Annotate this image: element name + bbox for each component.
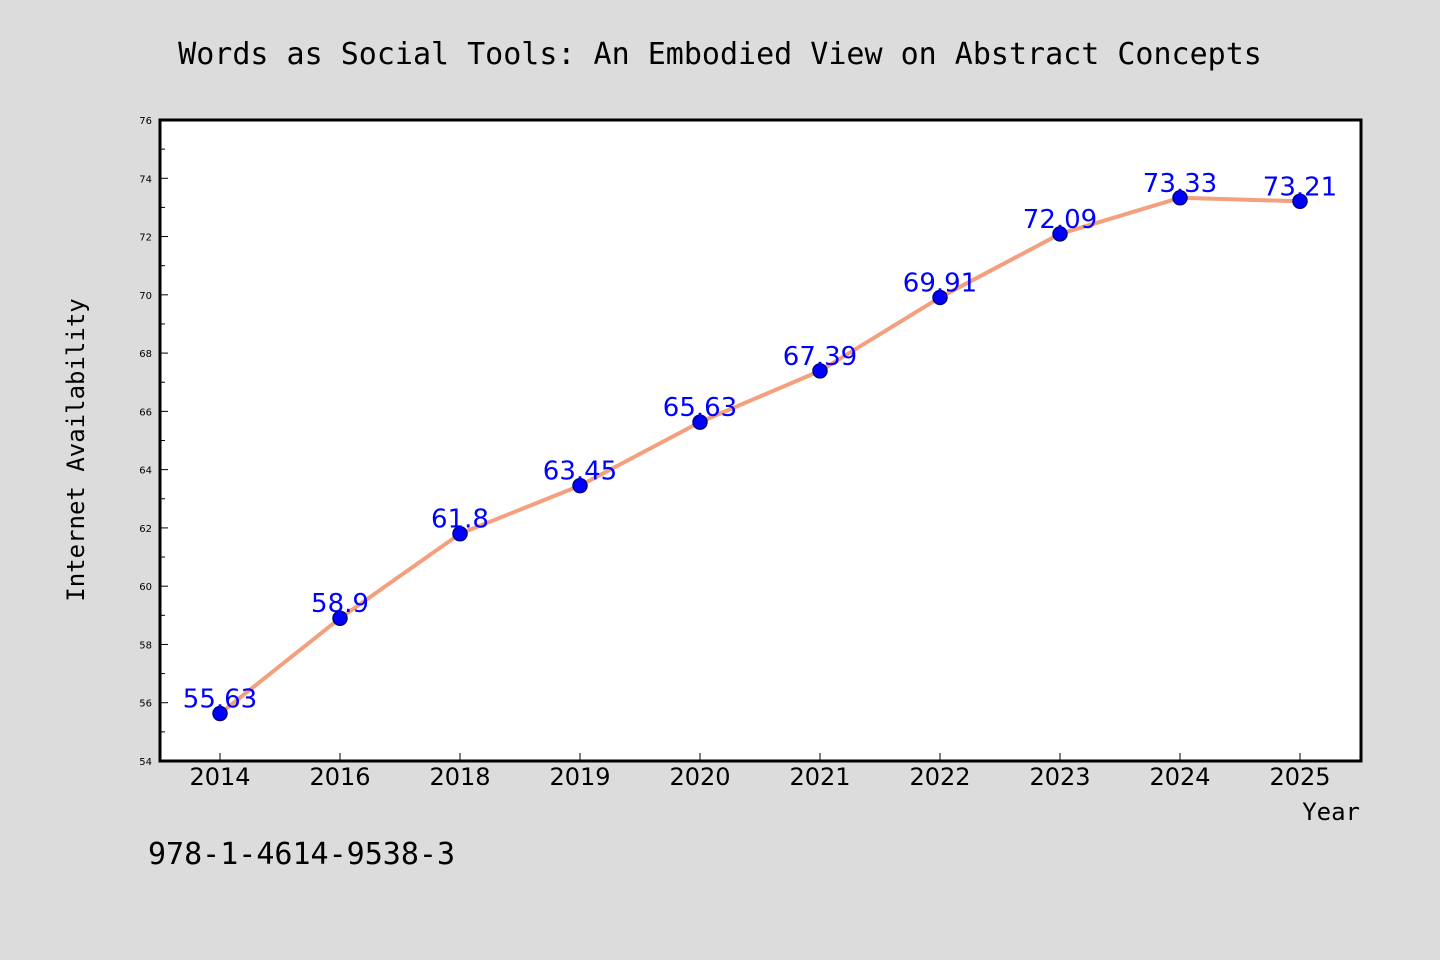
plot-area xyxy=(158,118,1363,763)
data-label: 55.63 xyxy=(183,685,257,715)
y-tick-label: 76 xyxy=(139,116,152,127)
x-tick-label: 2014 xyxy=(189,763,250,791)
y-axis: 54 56 58 60 62 64 66 68 70 72 74 76 xyxy=(139,116,168,768)
data-point xyxy=(692,414,708,430)
x-tick-label: 2018 xyxy=(429,763,490,791)
y-tick-label: 56 xyxy=(139,699,152,710)
series-group: 55.63 58.9 61.8 63.45 65.63 67.39 69.91 72.09 73… xyxy=(183,169,1337,722)
y-tick-label: 74 xyxy=(139,174,152,185)
x-tick-label: 2016 xyxy=(309,763,370,791)
data-point xyxy=(1172,190,1188,206)
data-point xyxy=(1292,193,1308,210)
x-tick-label: 2024 xyxy=(1149,763,1210,791)
x-tick-label: 2020 xyxy=(669,763,730,791)
data-label: 65.63 xyxy=(663,393,737,423)
data-point xyxy=(332,610,348,626)
y-tick-label: 60 xyxy=(139,582,152,593)
y-tick-label: 54 xyxy=(139,757,152,768)
data-point xyxy=(572,477,588,494)
y-tick-label: 72 xyxy=(139,233,152,244)
data-point xyxy=(452,525,468,542)
data-label: 69.91 xyxy=(903,268,977,298)
data-point xyxy=(212,705,228,722)
y-axis-title: Internet Availability xyxy=(62,298,90,601)
y-tick-label: 64 xyxy=(139,466,152,477)
x-tick-label: 2021 xyxy=(789,763,850,791)
isbn-text: 978-1-4614-9538-3 xyxy=(148,837,455,872)
y-tick-label: 70 xyxy=(139,291,152,302)
y-tick-label: 66 xyxy=(139,407,152,418)
x-tick-label: 2023 xyxy=(1029,763,1090,791)
data-label: 63.45 xyxy=(543,457,617,487)
y-tick-label: 62 xyxy=(139,524,152,535)
y-tick-label: 58 xyxy=(139,640,152,651)
x-tick-label: 2025 xyxy=(1269,763,1330,791)
data-label: 73.21 xyxy=(1263,172,1337,202)
x-axis-title: Year xyxy=(1302,798,1360,826)
data-label: 72.09 xyxy=(1023,205,1097,235)
x-tick-label: 2019 xyxy=(549,763,610,791)
data-point xyxy=(1052,226,1068,242)
data-point xyxy=(932,289,948,306)
data-label: 61.8 xyxy=(431,505,489,535)
data-point xyxy=(812,363,828,379)
series-line xyxy=(218,195,1302,716)
data-label: 73.33 xyxy=(1143,169,1217,199)
data-label: 67.39 xyxy=(783,342,857,372)
chart-title: Words as Social Tools: An Embodied View … xyxy=(178,37,1262,72)
y-tick-label: 68 xyxy=(139,349,152,360)
x-axis: 2014 2016 2018 2019 2020 2021 2022 2023 2024 2025 xyxy=(189,753,1331,791)
x-tick-label: 2022 xyxy=(909,763,970,791)
data-label: 58.9 xyxy=(311,589,369,619)
